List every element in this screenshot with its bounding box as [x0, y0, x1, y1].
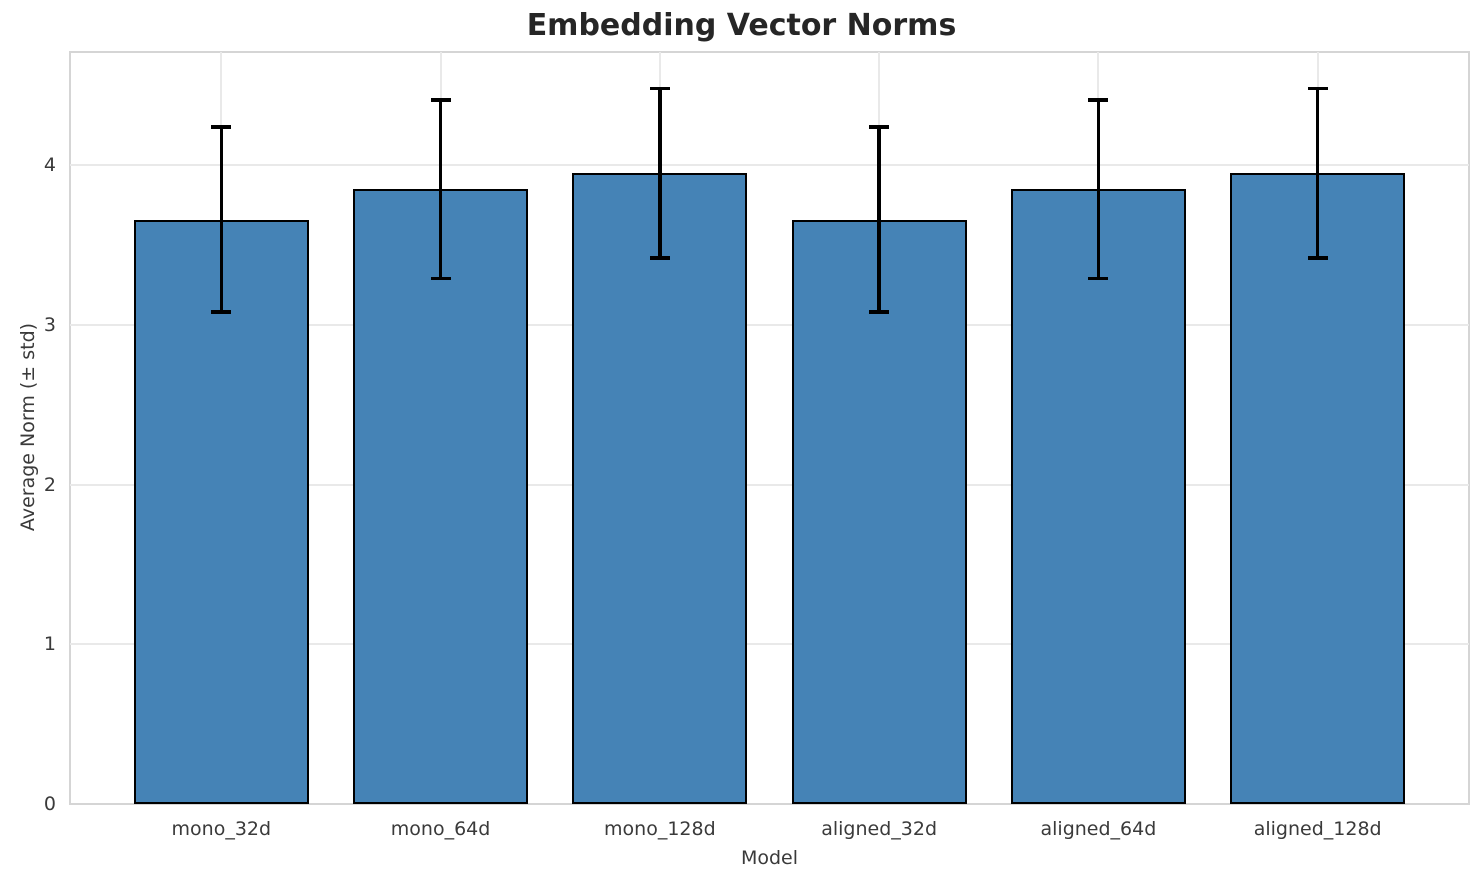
- x-axis-label: Model: [740, 847, 799, 869]
- x-tick-label: mono_64d: [390, 818, 491, 840]
- error-cap-bottom-aligned_64d: [1088, 276, 1109, 281]
- y-axis-label: Average Norm (± std): [17, 322, 39, 532]
- error-bar-aligned_128d: [1315, 88, 1320, 258]
- error-bar-mono_64d: [438, 99, 443, 279]
- error-bar-aligned_32d: [877, 127, 881, 313]
- bar-mono_32d: [133, 219, 309, 804]
- x-tick-label: aligned_32d: [821, 818, 938, 840]
- error-cap-bottom-aligned_128d: [1307, 256, 1328, 260]
- y-gridline: [70, 643, 1469, 646]
- error-cap-top-aligned_128d: [1307, 86, 1328, 91]
- bar-mono_64d: [353, 189, 529, 804]
- error-bar-mono_32d: [219, 127, 224, 313]
- error-cap-top-mono_64d: [430, 98, 451, 102]
- y-tick-label: 3: [43, 314, 56, 337]
- error-cap-top-mono_128d: [649, 86, 670, 91]
- y-gridline: [70, 164, 1469, 167]
- error-cap-bottom-mono_64d: [430, 276, 451, 281]
- y-tick-label: 0: [43, 793, 56, 815]
- bar-aligned_64d: [1010, 189, 1186, 804]
- y-tick-label: 4: [43, 154, 56, 177]
- x-tick-label: mono_128d: [604, 818, 716, 840]
- error-cap-top-aligned_32d: [869, 125, 890, 129]
- error-cap-top-mono_32d: [211, 125, 232, 129]
- y-tick-label: 1: [43, 633, 56, 656]
- error-cap-bottom-mono_128d: [649, 256, 670, 260]
- y-gridline: [70, 483, 1469, 486]
- bar-aligned_128d: [1230, 173, 1406, 804]
- chart-title: Embedding Vector Norms: [526, 8, 957, 43]
- bar-aligned_32d: [791, 219, 967, 804]
- x-tick-label: aligned_128d: [1253, 818, 1382, 840]
- y-tick-label: 2: [43, 473, 56, 496]
- error-cap-bottom-aligned_32d: [869, 310, 890, 314]
- error-cap-bottom-mono_32d: [211, 310, 232, 314]
- error-cap-top-aligned_64d: [1088, 98, 1109, 102]
- bar-mono_128d: [572, 173, 748, 804]
- x-tick-label: aligned_64d: [1040, 818, 1157, 840]
- error-bar-aligned_64d: [1096, 99, 1101, 279]
- y-gridline: [70, 324, 1469, 327]
- x-tick-label: mono_32d: [171, 818, 272, 840]
- error-bar-mono_128d: [658, 88, 662, 258]
